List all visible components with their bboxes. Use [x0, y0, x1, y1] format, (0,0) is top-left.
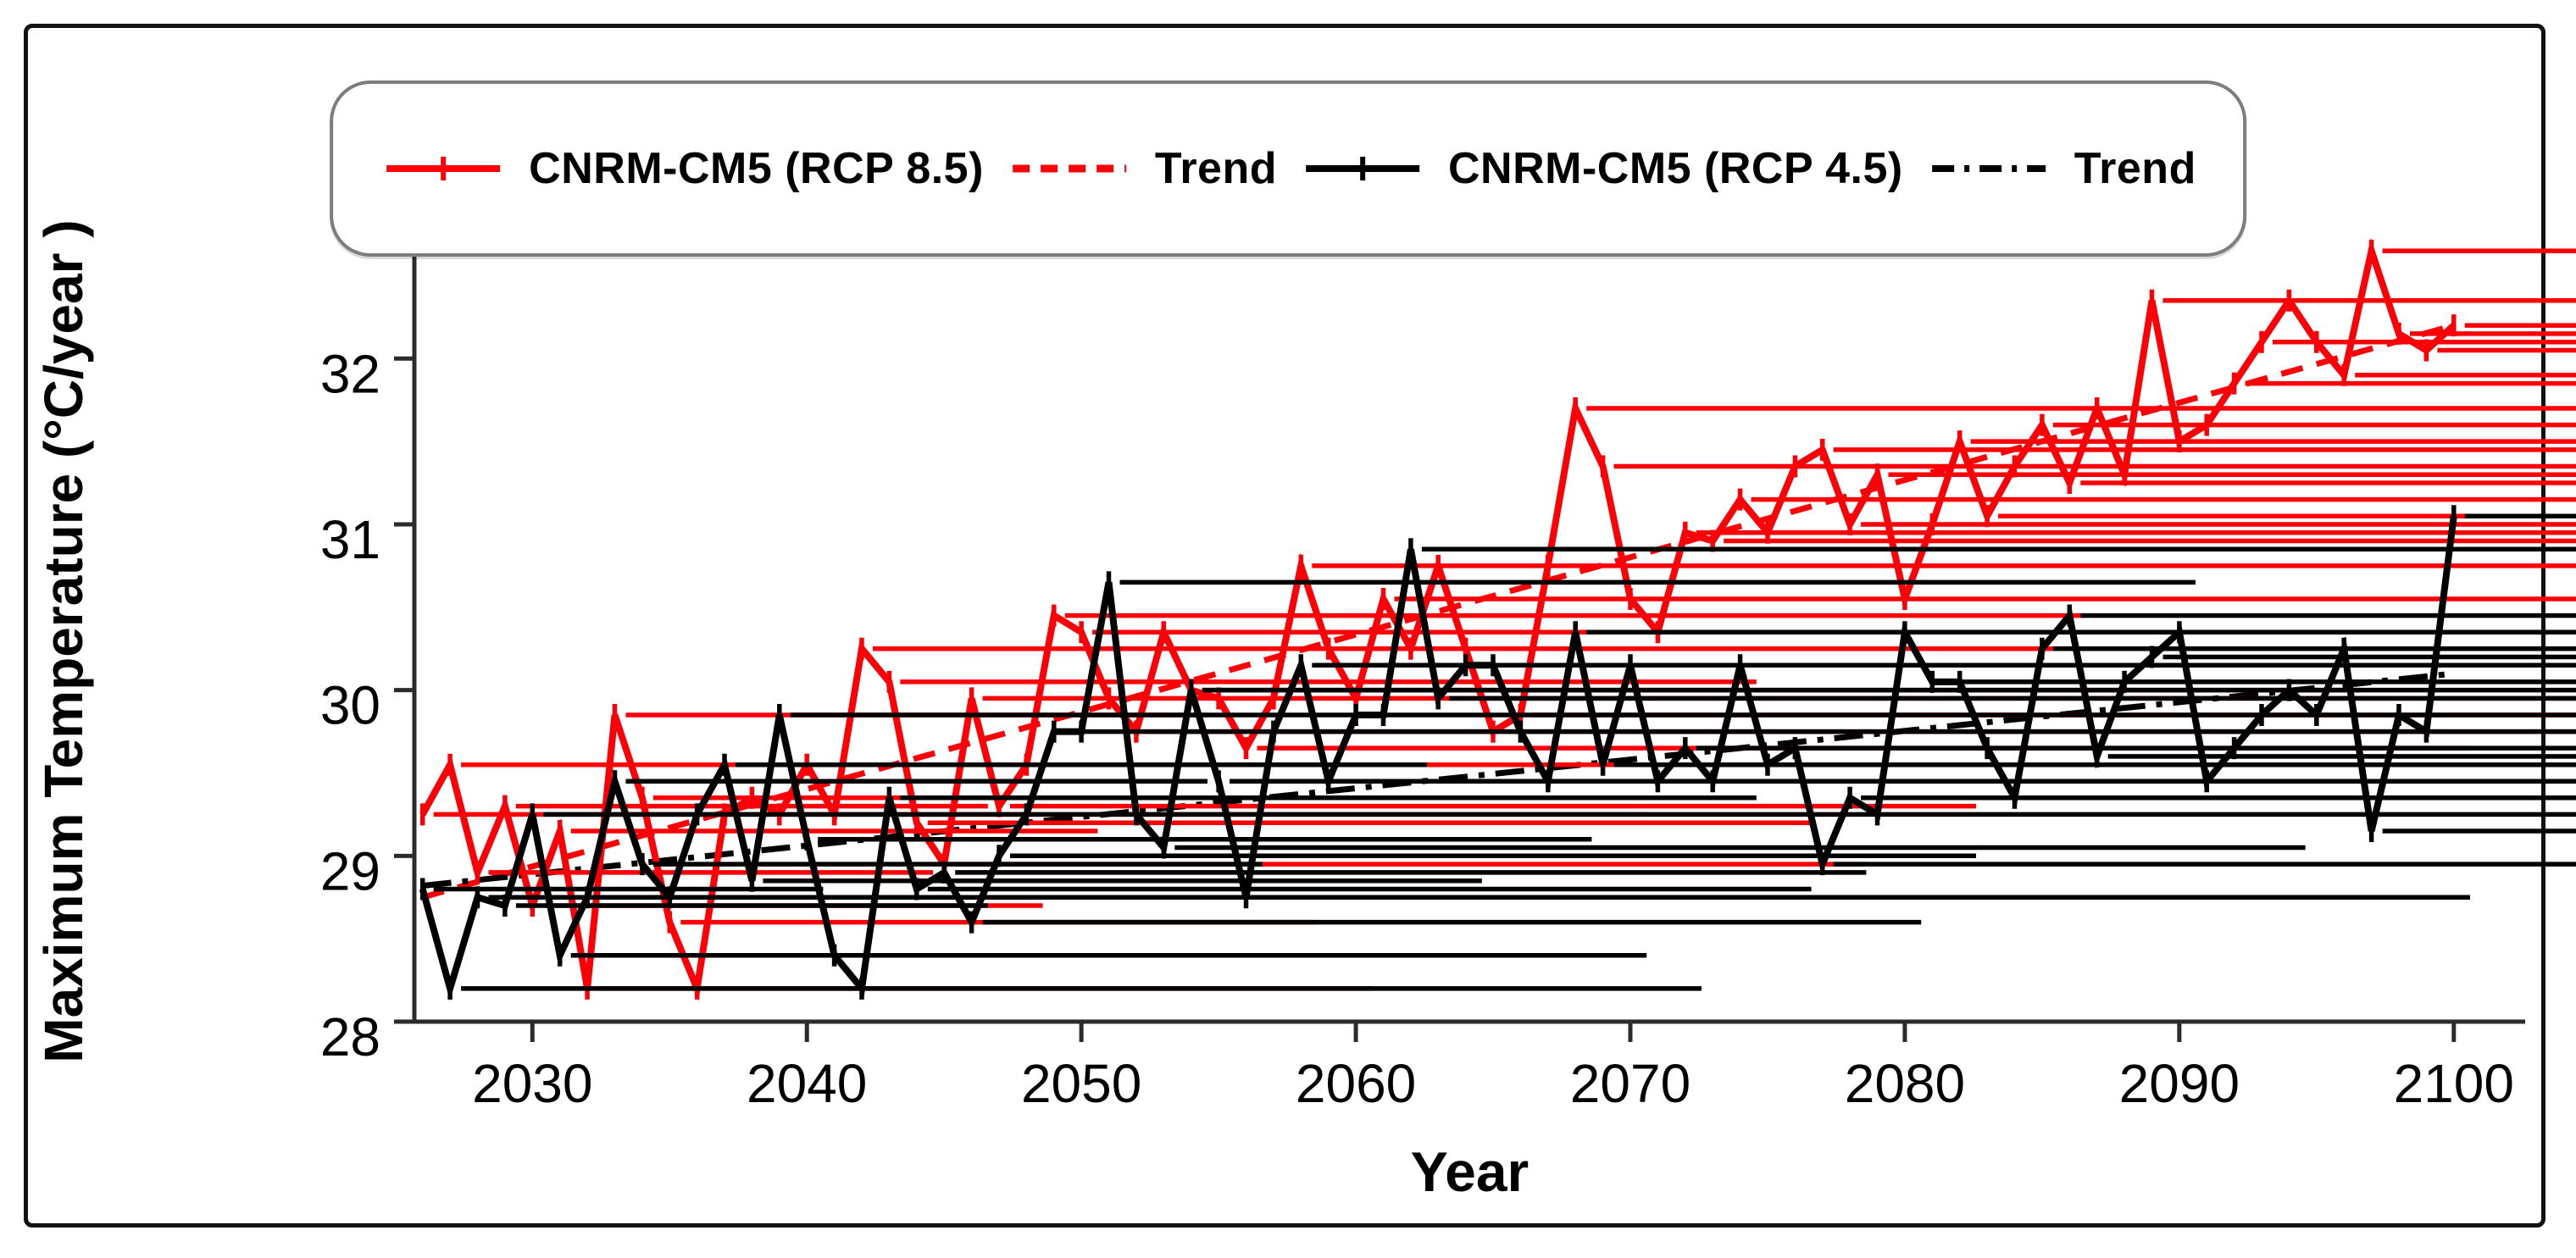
y-tick-label: 29 [320, 840, 380, 901]
x-tick-label: 2050 [1021, 1053, 1141, 1114]
x-axis-title: Year [1410, 1140, 1530, 1203]
red-series-line-icon [386, 157, 501, 180]
y-tick-label: 32 [320, 343, 380, 404]
legend-label-rcp45: CNRM-CM5 (RCP 4.5) [1448, 144, 1903, 193]
rcp45-plus-markers [419, 505, 2576, 1000]
x-tick-label: 2060 [1296, 1053, 1416, 1114]
x-tick-label: 2040 [747, 1053, 867, 1114]
x-tick-label: 2030 [472, 1053, 592, 1114]
x-tick-label: 2090 [2119, 1053, 2240, 1114]
rcp45-series-line [419, 515, 2457, 1001]
rcp85-series-line [419, 238, 2457, 1001]
y-tick-label: 28 [320, 1006, 380, 1067]
black-trend-dashdot-icon [1931, 165, 2046, 172]
x-tick-label: 2080 [1845, 1053, 1965, 1114]
red-trend-dashed-icon [1012, 164, 1126, 173]
black-series-line-icon [1306, 157, 1419, 180]
legend: CNRM-CM5 (RCP 8.5) Trend CNRM-CM5 (RCP 4… [330, 80, 2246, 257]
legend-label-rcp85: CNRM-CM5 (RCP 8.5) [529, 144, 984, 193]
legend-label-trend-red: Trend [1154, 144, 1277, 193]
x-tick-label: 2100 [2394, 1053, 2514, 1114]
y-axis-title: Maximum Temperature (°C/year ) [33, 219, 94, 1063]
y-tick-label: 30 [320, 675, 380, 736]
legend-label-trend-black: Trend [2074, 144, 2196, 193]
red-trend-line [421, 322, 2455, 901]
y-tick-label: 31 [320, 509, 380, 570]
x-tick-label: 2070 [1570, 1053, 1690, 1114]
